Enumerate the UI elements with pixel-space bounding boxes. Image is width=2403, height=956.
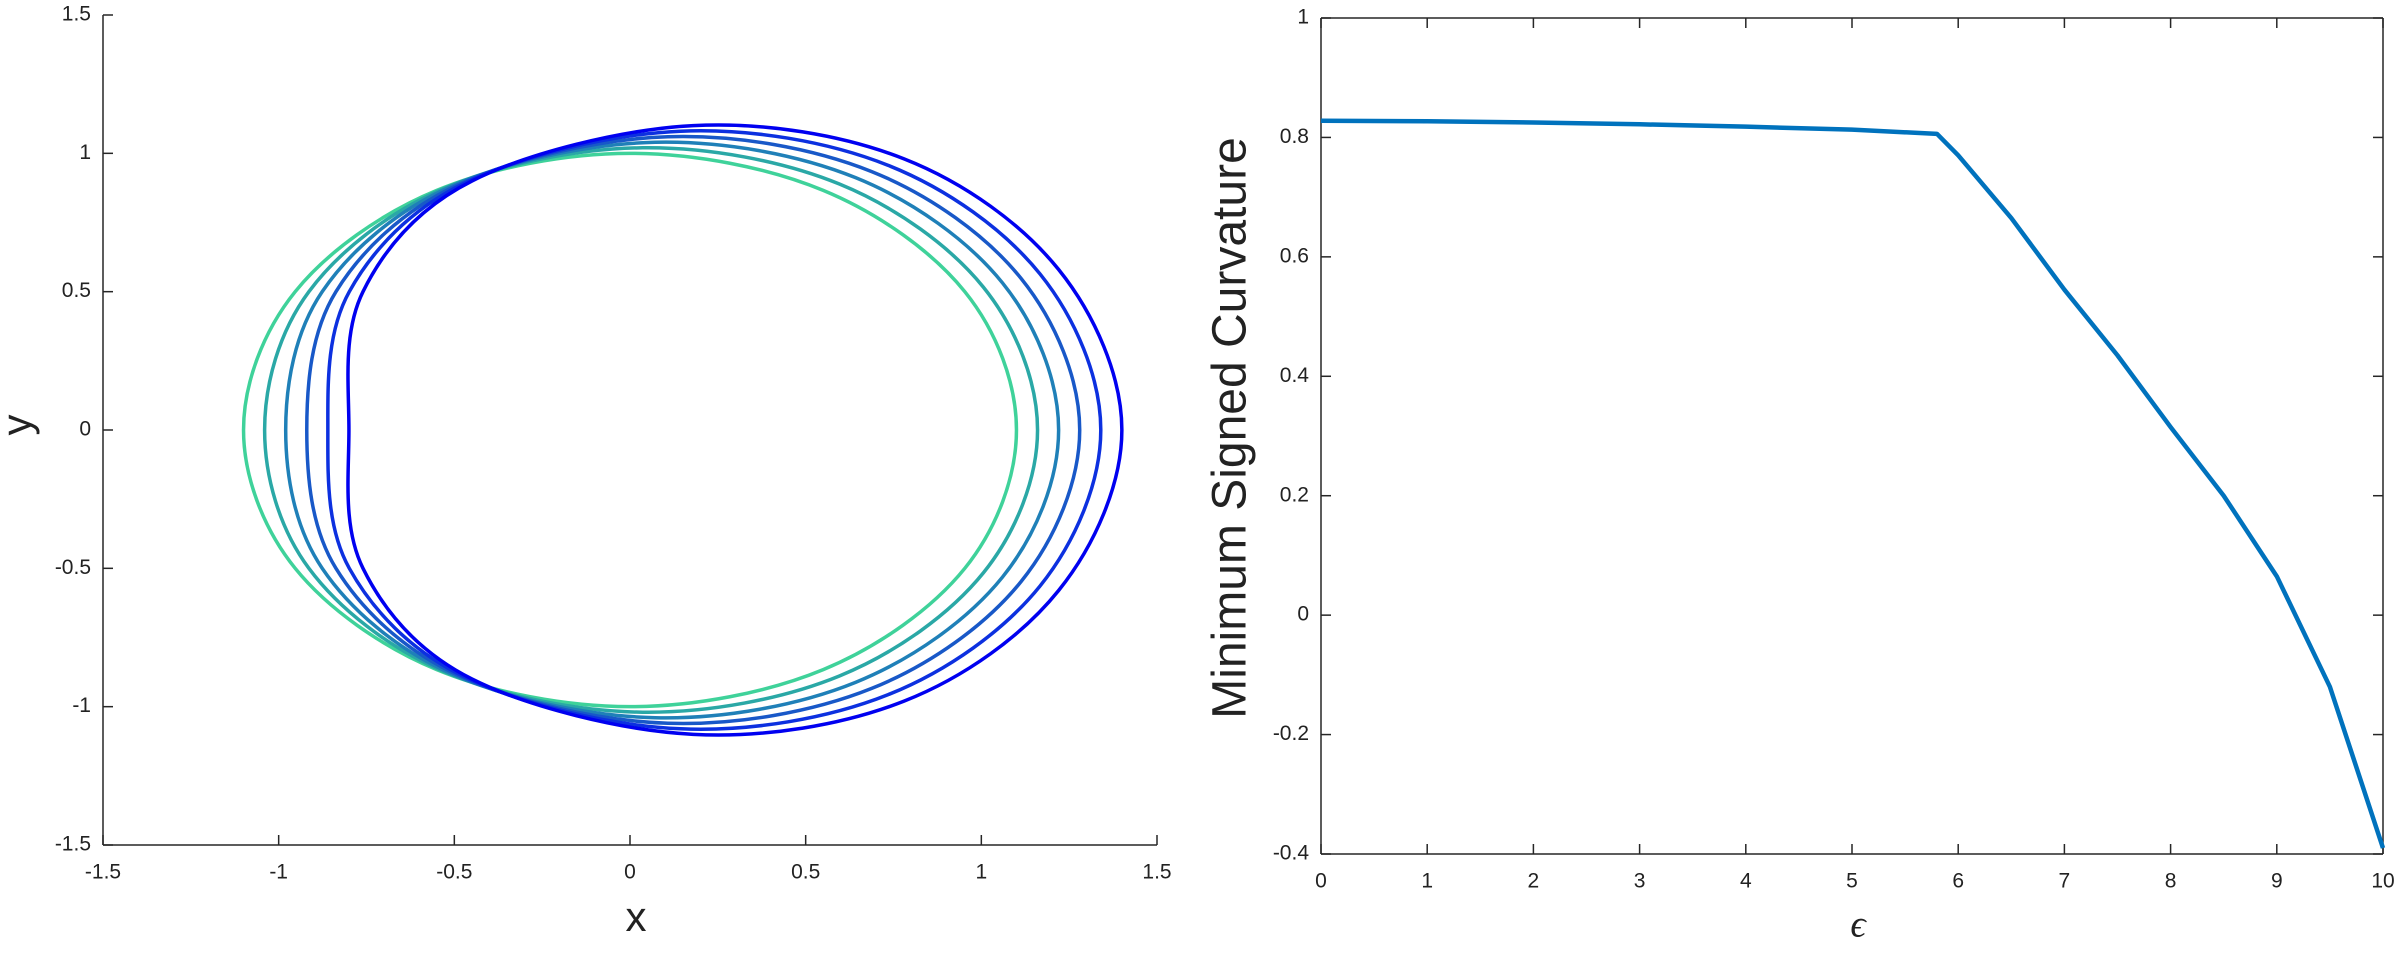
x-tick-label: 7 bbox=[2059, 870, 2071, 893]
y-tick-label: -0.4 bbox=[1273, 842, 1310, 865]
y-tick-label: 0.4 bbox=[1280, 364, 1310, 387]
x-tick-label: 8 bbox=[2165, 870, 2177, 893]
x-tick-label: 0 bbox=[1315, 870, 1327, 893]
x-axis-label: x bbox=[626, 893, 647, 940]
x-tick-label: 2 bbox=[1528, 870, 1540, 893]
y-tick-label: -1.5 bbox=[55, 833, 91, 856]
x-tick-label: 10 bbox=[2371, 870, 2394, 893]
data-line bbox=[346, 123, 1124, 737]
y-tick-label: 1 bbox=[79, 141, 91, 164]
x-tick-label: 9 bbox=[2271, 870, 2283, 893]
y-tick-label: -0.2 bbox=[1273, 722, 1309, 745]
x-axis-label: ϵ bbox=[1850, 904, 1867, 946]
y-tick-label: 0 bbox=[1297, 603, 1309, 626]
x-tick-label: 6 bbox=[1952, 870, 1964, 893]
data-line bbox=[262, 146, 1040, 714]
data-line bbox=[241, 151, 1019, 709]
x-tick-label: -0.5 bbox=[436, 861, 472, 884]
y-tick-label: 0.6 bbox=[1280, 244, 1309, 267]
y-axis-label: y bbox=[0, 415, 40, 436]
y-tick-label: 0.5 bbox=[62, 279, 91, 302]
y-tick-label: 0.8 bbox=[1280, 125, 1309, 148]
data-line bbox=[326, 129, 1103, 731]
data-line bbox=[283, 140, 1061, 720]
data-line bbox=[1320, 118, 2386, 849]
y-tick-label: -0.5 bbox=[55, 556, 91, 579]
data-line bbox=[305, 134, 1082, 726]
x-tick-label: 5 bbox=[1846, 870, 1858, 893]
x-tick-label: 1 bbox=[975, 861, 987, 884]
x-tick-label: 1 bbox=[1421, 870, 1433, 893]
y-tick-label: -1 bbox=[72, 694, 91, 717]
y-tick-label: 0.2 bbox=[1280, 483, 1309, 506]
y-tick-label: 0 bbox=[79, 418, 91, 441]
x-tick-label: -1.5 bbox=[85, 861, 121, 884]
y-tick-label: 1 bbox=[1297, 6, 1309, 29]
y-axis-label: Minimum Signed Curvature bbox=[1204, 137, 1257, 719]
x-tick-label: 1.5 bbox=[1142, 861, 1171, 884]
y-tick-label: 1.5 bbox=[62, 3, 91, 26]
x-tick-label: -1 bbox=[269, 861, 288, 884]
axes: -1.5 -1 -0.5 0 0.5 1 1.5 -1.5 -1 -0.5 0 0.5 1 1.5 x y bbox=[0, 3, 1172, 941]
x-tick-label: 4 bbox=[1740, 870, 1752, 893]
x-tick-label: 0 bbox=[624, 861, 636, 884]
axes: 0 1 2 3 4 5 6 7 8 9 10 -0.4 -0.2 0 0.2 0.4 0.6 0.8 1 ϵ Minim… bbox=[1204, 6, 2395, 946]
x-tick-label: 0.5 bbox=[791, 861, 820, 884]
x-tick-label: 3 bbox=[1634, 870, 1646, 893]
